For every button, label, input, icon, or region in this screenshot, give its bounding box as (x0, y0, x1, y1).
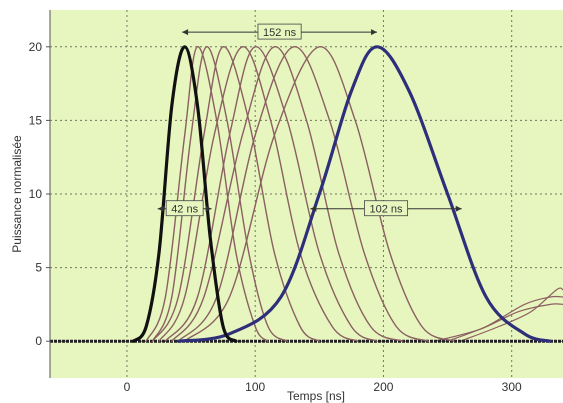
x-tick-label: 200 (373, 380, 393, 394)
intermediate-pulses-line (184, 46, 455, 342)
x-axis-title: Temps [ns] (287, 389, 345, 403)
annotation-arrow-head (455, 205, 462, 212)
annotation-label: 42 ns (171, 204, 198, 216)
annotations: 152 ns 42 ns 102 ns (157, 23, 462, 217)
annotation-arrow-head (182, 29, 189, 36)
y-axis-title: Puissance normalisée (10, 135, 24, 253)
intermediate-pulses-line (151, 46, 288, 342)
y-tick-label: 10 (29, 187, 43, 201)
y-tick-label: 15 (29, 113, 43, 127)
intermediate-pulses-line (158, 46, 359, 342)
annotation-arrow-head (157, 205, 164, 212)
y-axis: 0 5 10 15 20 (29, 10, 51, 378)
secondary-bump-line (434, 303, 563, 342)
x-tick-label: 100 (245, 380, 265, 394)
last-pulse-line (176, 45, 552, 343)
intermediate-pulses-line (145, 46, 269, 342)
x-tick-label: 300 (502, 380, 522, 394)
intermediate-pulses-line (164, 46, 378, 342)
annotation-label-box (364, 200, 409, 217)
x-axis: 0 100 200 300 (124, 380, 522, 394)
secondary-bump-line (460, 287, 563, 342)
annotation-label: 102 ns (369, 204, 403, 216)
annotation-arrow-head (310, 205, 317, 212)
annotation-arrow-head (371, 29, 378, 36)
annotation-label: 152 ns (263, 27, 297, 39)
y-tick-label: 0 (35, 334, 42, 348)
first-pulse-line (131, 45, 238, 343)
intermediate-pulses-line (177, 46, 429, 342)
annotation-label-box (165, 200, 204, 217)
annotation-arrow-head (205, 205, 212, 212)
pulse-curves (50, 45, 563, 343)
y-tick-label: 5 (35, 261, 42, 275)
annotation-label-box (257, 23, 302, 40)
y-tick-label: 20 (29, 40, 43, 54)
x-tick-label: 0 (124, 380, 131, 394)
